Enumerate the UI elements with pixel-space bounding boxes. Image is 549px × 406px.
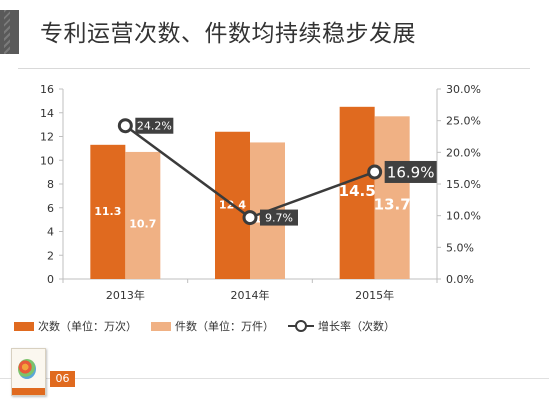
footer-divider <box>0 378 549 379</box>
page-number-badge: 06 <box>50 371 75 387</box>
data-label-growth: 16.9% <box>387 163 435 181</box>
legend-label-times: 次数（单位：万次） <box>38 318 137 334</box>
y-left-tick-label: 2 <box>47 249 54 262</box>
data-label-times: 14.5 <box>339 182 376 200</box>
bar-pieces <box>125 152 160 279</box>
y-right-tick-label: 20.0% <box>446 146 481 159</box>
legend-swatch-times <box>14 322 34 331</box>
y-right-tick-label: 15.0% <box>446 178 481 191</box>
data-label-pieces: 13.7 <box>374 196 411 214</box>
growth-point <box>244 212 256 224</box>
legend-label-pieces: 件数（单位：万件） <box>175 318 274 334</box>
y-left-tick-label: 10 <box>40 154 54 167</box>
legend-item-pieces: 件数（单位：万件） <box>151 318 274 334</box>
y-left-tick-label: 0 <box>47 273 54 286</box>
y-left-tick-label: 8 <box>47 178 54 191</box>
x-tick-label: 2013年 <box>106 288 145 302</box>
y-left-tick-label: 16 <box>40 83 54 96</box>
data-label-pieces: 10.7 <box>129 217 156 230</box>
legend-swatch-growth <box>288 320 314 332</box>
legend-item-times: 次数（单位：万次） <box>14 318 137 334</box>
y-left-tick-label: 12 <box>40 131 54 144</box>
legend-label-growth: 增长率（次数） <box>318 318 395 334</box>
y-right-tick-label: 30.0% <box>446 83 481 96</box>
x-tick-label: 2014年 <box>231 288 270 302</box>
y-right-tick-label: 10.0% <box>446 210 481 223</box>
data-label-growth: 24.2% <box>137 120 172 133</box>
chart-legend: 次数（单位：万次） 件数（单位：万件） 增长率（次数） <box>14 318 409 334</box>
x-tick-label: 2015年 <box>355 288 394 302</box>
y-right-tick-label: 25.0% <box>446 115 481 128</box>
legend-item-growth: 增长率（次数） <box>288 318 395 334</box>
y-right-tick-label: 0.0% <box>446 273 474 286</box>
data-label-growth: 9.7% <box>265 212 293 225</box>
y-left-tick-label: 6 <box>47 202 54 215</box>
legend-swatch-pieces <box>151 322 171 331</box>
y-right-tick-label: 5.0% <box>446 241 474 254</box>
data-label-times: 11.3 <box>94 205 121 218</box>
growth-point <box>119 120 131 132</box>
y-left-tick-label: 4 <box>47 226 54 239</box>
cover-thumbnail-image <box>11 348 46 396</box>
y-left-tick-label: 14 <box>40 107 54 120</box>
growth-point <box>369 166 381 178</box>
